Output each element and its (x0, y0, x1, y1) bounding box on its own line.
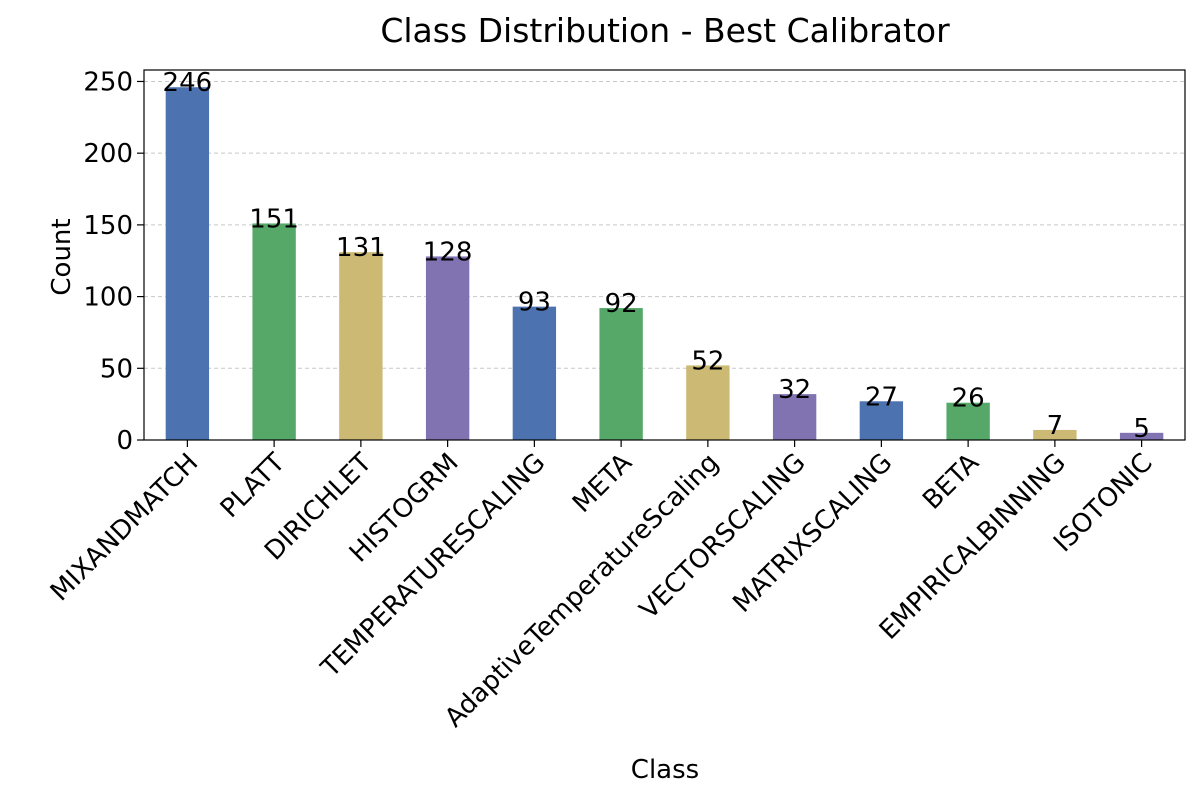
x-tick-label: META (567, 448, 638, 519)
bar-value-label: 131 (336, 233, 386, 263)
bar-value-label: 5 (1133, 414, 1150, 444)
bar (686, 365, 730, 440)
bar (252, 223, 296, 440)
bar (339, 252, 383, 440)
bar-value-label: 246 (163, 68, 213, 98)
y-tick-label: 150 (83, 211, 133, 241)
y-tick-label: 0 (116, 426, 133, 456)
bar (1033, 429, 1077, 440)
bar (165, 87, 210, 441)
y-tick-label: 100 (83, 283, 133, 313)
x-tick-label: PLATT (215, 448, 291, 524)
bar-value-label: 27 (865, 382, 898, 412)
bar-value-label: 93 (518, 288, 551, 318)
y-axis-ticks: 0 50 100 150 200 250 (83, 67, 144, 456)
bar-value-label: 92 (605, 289, 638, 319)
bar (946, 402, 990, 440)
bar (1119, 432, 1164, 440)
x-tick-label: BETA (917, 448, 985, 516)
bar (772, 394, 817, 440)
plot-frame (143, 69, 1186, 441)
x-axis-label: Class (631, 755, 699, 785)
bar-value-label: 26 (952, 384, 985, 414)
x-tick-label: MIXANDMATCH (45, 448, 204, 607)
bar (512, 306, 557, 440)
bar (425, 256, 470, 440)
bar-value-label: 151 (249, 204, 299, 234)
x-tick-label: VECTORSCALING (634, 448, 811, 625)
y-tick-label: 200 (83, 139, 133, 169)
bar (859, 401, 904, 440)
grid-lines (144, 80, 1185, 369)
y-axis-label: Count (47, 218, 77, 295)
bar-value-label: 52 (691, 346, 724, 376)
bar-value-label: 7 (1047, 411, 1064, 441)
bar-value-label: 32 (778, 375, 811, 405)
bar (599, 308, 643, 440)
y-tick-label: 250 (83, 67, 133, 97)
chart-title: Class Distribution - Best Calibrator (380, 11, 950, 50)
bar-value-label: 128 (423, 237, 473, 267)
y-tick-label: 50 (100, 354, 133, 384)
bar-value-labels: 246 151 131 128 93 92 52 32 27 26 7 5 (163, 68, 1150, 444)
x-tick-label: MATRIXSCALING (727, 448, 898, 619)
x-axis-ticks: MIXANDMATCH PLATTDIRICHLETHISTOGRMTEMPERA… (45, 440, 1159, 733)
bars (165, 87, 1164, 441)
